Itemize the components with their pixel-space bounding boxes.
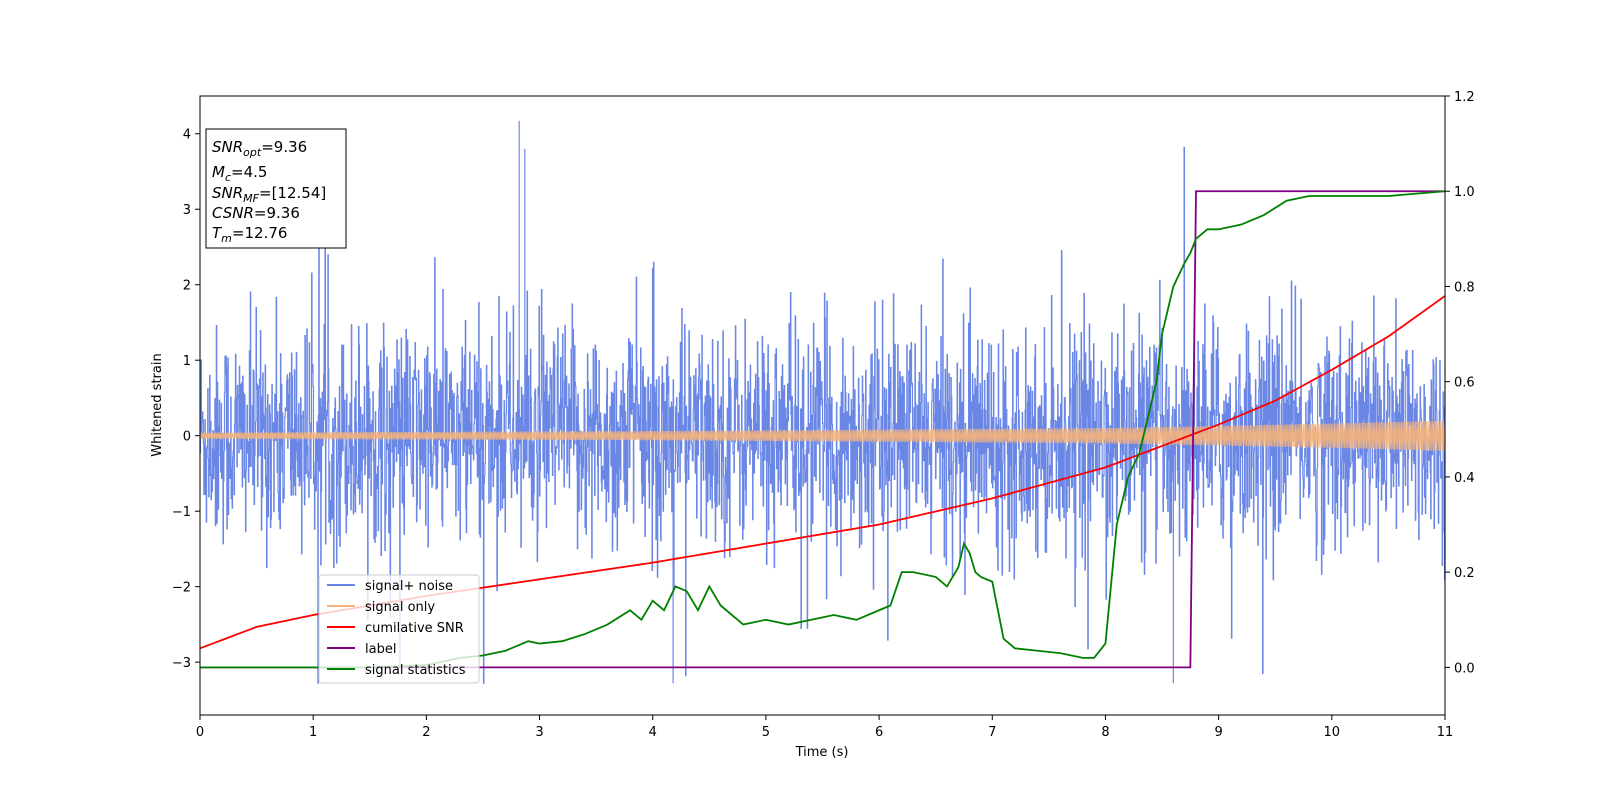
info-snr-mf-sub: MF <box>243 192 259 205</box>
y-left-tick-label: −1 <box>172 505 191 520</box>
y-left-tick-label: 3 <box>183 203 191 218</box>
signal-statistics-line <box>200 190 1446 669</box>
info-csnr: CSNR=9.36 <box>212 204 300 222</box>
x-tick-label: 9 <box>1214 725 1222 740</box>
y-axis-label: Whitened strain <box>150 353 165 456</box>
info-tm: Tm=12.76 <box>212 224 287 245</box>
series-signal-only <box>199 420 1446 451</box>
x-tick-label: 4 <box>649 725 657 740</box>
x-tick-label: 10 <box>1324 725 1341 740</box>
legend: signal+ noise signal only cumilative SNR… <box>318 574 480 684</box>
y-right-tick-label: 0.8 <box>1454 280 1475 295</box>
info-snr-opt-sub: opt <box>243 146 262 159</box>
info-snr-opt-val: =9.36 <box>261 138 307 156</box>
x-tick-label: 8 <box>1101 725 1109 740</box>
legend-label-signal-noise: signal+ noise <box>365 579 453 594</box>
axis-ticks: 0 1 2 3 4 5 6 7 8 9 10 11 −3 −2 −1 0 1 2 3 4 0.0 0.2 0.4 0.6 0.8… <box>172 90 1475 740</box>
info-mc-val: =4.5 <box>231 163 267 181</box>
plot-frame <box>199 95 1446 716</box>
info-csnr-val: =9.36 <box>254 204 300 222</box>
legend-label-signal-statistics: signal statistics <box>365 663 466 678</box>
x-tick-label: 6 <box>875 725 883 740</box>
x-tick-label: 3 <box>535 725 543 740</box>
x-tick-label: 0 <box>196 725 204 740</box>
info-snr-mf-val: =[12.54] <box>259 184 326 202</box>
legend-frame <box>318 574 480 684</box>
y-right-tick-label: 0.0 <box>1454 661 1475 676</box>
info-tm-sub: m <box>221 232 232 245</box>
y-left-tick-label: 4 <box>183 128 191 143</box>
x-tick-label: 2 <box>422 725 430 740</box>
y-left-tick-label: 2 <box>183 279 191 294</box>
y-right-tick-label: 1.2 <box>1454 90 1475 105</box>
info-snr-opt: SNRopt=9.36 <box>212 138 307 159</box>
info-mc: Mc=4.5 <box>212 163 267 184</box>
info-snr-opt-main: SNR <box>212 138 243 156</box>
y-left-tick-label: −2 <box>172 581 191 596</box>
info-csnr-main: CSNR <box>212 204 254 222</box>
info-mc-main: M <box>212 163 225 181</box>
info-snr-mf: SNRMF=[12.54] <box>212 184 326 205</box>
x-tick-label: 1 <box>309 725 317 740</box>
legend-label-cumulative-snr: cumilative SNR <box>365 621 464 636</box>
info-box-frame <box>205 128 347 249</box>
info-tm-val: =12.76 <box>232 224 288 242</box>
info-tm-main: T <box>212 224 223 242</box>
x-axis-label: Time (s) <box>795 745 849 760</box>
label-line <box>200 190 1445 669</box>
y-right-tick-label: 0.4 <box>1454 471 1475 486</box>
y-left-tick-label: 0 <box>183 430 191 445</box>
y-left-tick-label: 1 <box>183 354 191 369</box>
legend-label-label: label <box>365 642 396 657</box>
y-left-tick-label: −3 <box>172 656 191 671</box>
y-right-tick-label: 0.6 <box>1454 376 1475 391</box>
info-box: SNRopt=9.36 Mc=4.5 SNRMF=[12.54] CSNR=9.… <box>205 128 347 249</box>
x-tick-label: 7 <box>988 725 996 740</box>
x-tick-label: 11 <box>1437 725 1454 740</box>
legend-label-signal-only: signal only <box>365 600 435 615</box>
x-tick-label: 5 <box>762 725 770 740</box>
y-right-tick-label: 1.0 <box>1454 185 1475 200</box>
info-mc-sub: c <box>225 171 231 184</box>
y-right-tick-label: 0.2 <box>1454 566 1475 581</box>
info-snr-mf-main: SNR <box>212 184 243 202</box>
signal-only-line <box>199 420 1446 451</box>
